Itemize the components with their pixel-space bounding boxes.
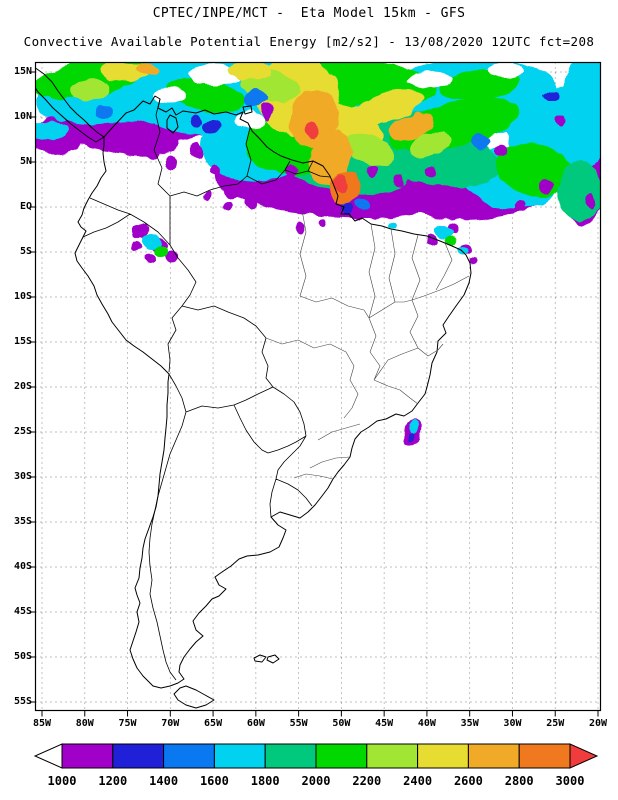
colorbar-segment bbox=[417, 743, 469, 769]
lon-label: 60W bbox=[246, 718, 265, 729]
colorbar-tick-label: 2000 bbox=[301, 774, 331, 788]
lon-label: 85W bbox=[32, 718, 52, 729]
south-america-coastline bbox=[74, 95, 472, 689]
lat-label: 25S bbox=[13, 426, 32, 437]
central-america-coastline bbox=[35, 67, 105, 143]
map-subtitle: Convective Available Potential Energy [m… bbox=[23, 34, 595, 49]
colorbar-segment bbox=[315, 743, 368, 769]
lake-maracaibo bbox=[166, 114, 179, 134]
lon-label: 70W bbox=[161, 718, 180, 729]
colorbar-tick-label: 1000 bbox=[47, 774, 77, 788]
coastline-layer bbox=[35, 67, 472, 709]
colorbar-tick-label: 3000 bbox=[555, 774, 585, 788]
lon-label: 80W bbox=[75, 718, 94, 729]
colorbar-tick-label: 2400 bbox=[403, 774, 433, 788]
colorbar-tick-label: 2600 bbox=[453, 774, 483, 788]
cape-shading-layer bbox=[35, 62, 601, 444]
colorbar-above-max-arrow bbox=[569, 743, 599, 769]
colorbar-segment bbox=[112, 743, 165, 769]
tierra-del-fuego-island bbox=[173, 685, 215, 709]
colorbar-tick-label: 1600 bbox=[199, 774, 229, 788]
colorbar-segment bbox=[467, 743, 520, 769]
axis-ticks-layer bbox=[29, 71, 599, 717]
lat-label: 20S bbox=[13, 381, 32, 392]
lat-label: 50S bbox=[13, 651, 32, 662]
lon-label: 65W bbox=[204, 718, 223, 729]
colorbar-segment bbox=[264, 743, 317, 769]
colorbar bbox=[33, 743, 599, 769]
colorbar-below-min-arrow bbox=[33, 743, 63, 769]
lat-label: 15S bbox=[13, 336, 32, 347]
colorbar-segment bbox=[163, 743, 215, 769]
country-borders bbox=[82, 98, 331, 681]
lon-label: 20W bbox=[588, 718, 608, 729]
colorbar-tick-label: 1400 bbox=[149, 774, 179, 788]
map-title: CPTEC/INPE/MCT - Eta Model 15km - GFS bbox=[152, 6, 466, 21]
colorbar-tick-label: 1800 bbox=[250, 774, 280, 788]
colorbar-segment bbox=[213, 743, 266, 769]
lat-label: 35S bbox=[13, 516, 32, 527]
lon-label: 55W bbox=[289, 718, 308, 729]
colorbar-tick-label: 1200 bbox=[98, 774, 128, 788]
lat-label: 40S bbox=[13, 561, 32, 572]
lat-label: 5S bbox=[19, 246, 32, 257]
lon-label: 45W bbox=[375, 718, 394, 729]
colorbar-tick-label: 2800 bbox=[504, 774, 534, 788]
lat-label: EQ bbox=[19, 201, 32, 212]
lon-label: 75W bbox=[118, 718, 137, 729]
lon-label: 50W bbox=[332, 718, 351, 729]
lon-label: 25W bbox=[546, 718, 565, 729]
lon-label: 30W bbox=[503, 718, 522, 729]
lon-label: 40W bbox=[417, 718, 436, 729]
lat-label: 15N bbox=[13, 66, 32, 77]
colorbar-segment bbox=[61, 743, 114, 769]
lat-label: 10S bbox=[13, 291, 32, 302]
colorbar-tick-label: 2200 bbox=[352, 774, 382, 788]
lon-label: 35W bbox=[460, 718, 479, 729]
lat-label: 30S bbox=[13, 471, 32, 482]
colorbar-segment bbox=[518, 743, 571, 769]
colorbar-segment bbox=[366, 743, 419, 769]
trinidad-island bbox=[242, 105, 253, 115]
state-borders bbox=[265, 209, 470, 480]
lat-label: 55S bbox=[13, 696, 32, 707]
lat-label: 5N bbox=[19, 156, 32, 167]
lat-label: 10N bbox=[13, 111, 32, 122]
falkland-islands bbox=[253, 654, 280, 664]
lat-label: 45S bbox=[13, 606, 32, 617]
